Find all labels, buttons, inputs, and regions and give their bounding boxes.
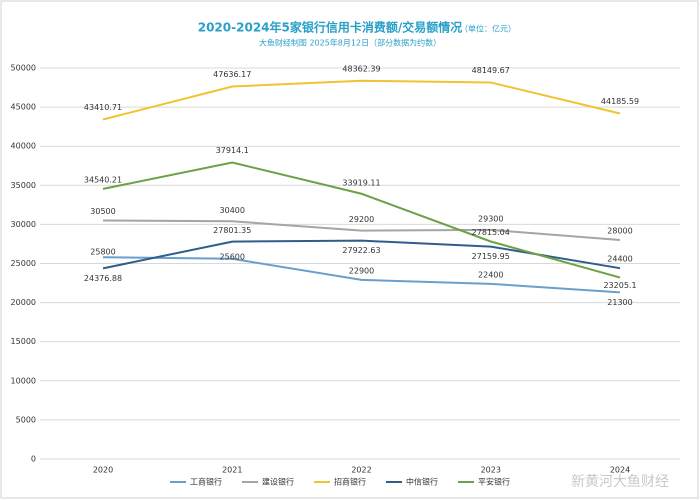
y-tick-label: 10000 [11,376,36,385]
chart-subtitle: 大鱼财经制图 2025年8月12日（部分数据为约数） [259,38,441,48]
y-tick-label: 35000 [11,181,36,190]
data-label: 25800 [90,248,115,257]
series-line [102,219,621,242]
legend-label: 平安银行 [478,477,510,487]
x-tick-label: 2020 [93,466,113,475]
data-label: 44185.59 [601,97,639,106]
series-line [102,256,621,294]
legend-label: 工商银行 [190,477,222,487]
data-label: 28000 [607,227,632,236]
data-label: 43410.71 [84,103,122,112]
data-label: 24400 [607,255,632,264]
data-label: 25600 [220,252,245,261]
chart-title: 2020-2024年5家银行信用卡消费额/交易额情况 [198,20,463,35]
y-tick-label: 15000 [11,337,36,346]
legend-label: 建设银行 [262,477,294,487]
series-line [102,79,621,121]
x-tick-label: 2022 [351,466,371,475]
data-label: 47636.17 [213,70,251,79]
data-label: 27922.63 [342,246,380,255]
legend-label: 中信银行 [406,477,438,487]
data-label: 24376.88 [84,274,122,283]
y-tick-label: 40000 [11,142,36,151]
data-label: 27801.35 [213,226,251,235]
y-tick-label: 25000 [11,259,36,268]
data-label: 22400 [478,270,503,279]
data-label: 29200 [349,215,374,224]
y-tick-label: 30000 [11,220,36,229]
data-label: 33919.11 [342,178,380,187]
data-label: 30400 [220,206,245,215]
data-label: 22900 [349,266,374,275]
x-tick-label: 2024 [610,466,630,475]
title-unit: （单位：亿元） [460,24,516,34]
data-label: 27815.04 [472,228,510,237]
y-tick-label: 0 [31,455,36,464]
x-tick-label: 2023 [481,466,501,475]
series-line [102,161,621,279]
y-tick-label: 5000 [16,415,36,424]
y-tick-label: 20000 [11,298,36,307]
watermark: 新黄河大鱼财经 [571,473,669,490]
data-label: 37914.1 [216,146,249,155]
data-label: 29300 [478,214,503,223]
data-label: 27159.95 [472,252,510,261]
data-label: 30500 [90,207,115,216]
data-label: 23205.1 [603,281,636,290]
y-tick-label: 50000 [11,64,36,73]
data-label: 34540.21 [84,175,122,184]
x-tick-label: 2021 [222,466,242,475]
legend-label: 招商银行 [334,477,366,487]
data-label: 48149.67 [472,66,510,75]
y-tick-label: 45000 [11,103,36,112]
data-label: 48362.39 [342,64,380,73]
data-label: 21300 [607,298,632,307]
